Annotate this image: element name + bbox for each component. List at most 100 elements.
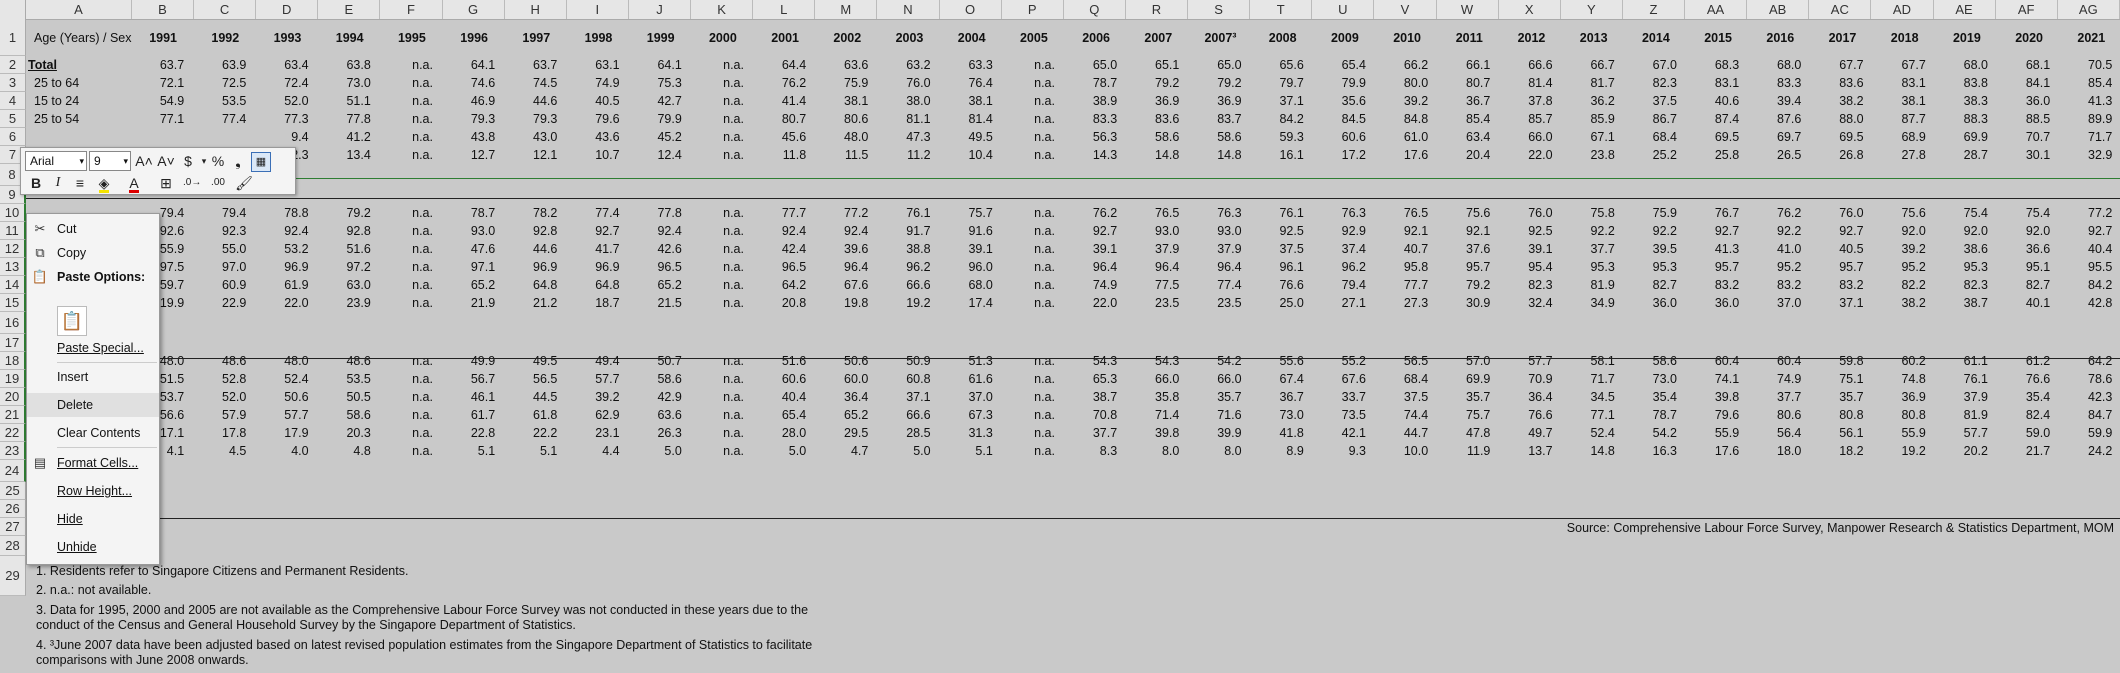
table-cell[interactable]: 17.6 xyxy=(1714,444,1740,458)
table-cell[interactable]: 51.5 xyxy=(159,372,185,386)
table-cell[interactable]: 71.4 xyxy=(1155,408,1180,422)
table-cell[interactable]: 82.2 xyxy=(1901,278,1926,292)
table-cell[interactable]: n.a. xyxy=(1034,296,1055,310)
table-cell[interactable]: 22.0 xyxy=(284,296,309,310)
table-cell[interactable]: 53.2 xyxy=(284,242,309,256)
table-cell[interactable]: 49.4 xyxy=(595,354,620,368)
table-cell[interactable]: 81.4 xyxy=(1528,76,1553,90)
table-cell[interactable]: 71.7 xyxy=(2088,130,2113,144)
table-cell[interactable]: 85.4 xyxy=(2088,76,2113,90)
table-cell[interactable]: 37.6 xyxy=(1466,242,1491,256)
year-header-cell[interactable]: 2010 xyxy=(1393,30,1421,45)
table-cell[interactable]: 79.4 xyxy=(159,206,185,220)
column-header-ad[interactable]: AD xyxy=(1871,0,1934,19)
table-cell[interactable]: 63.9 xyxy=(222,58,247,72)
table-cell[interactable]: 48.6 xyxy=(346,354,371,368)
table-cell[interactable]: 92.7 xyxy=(595,224,620,238)
table-cell[interactable]: 92.2 xyxy=(1652,224,1677,238)
table-cell[interactable]: 91.6 xyxy=(968,224,993,238)
table-cell[interactable]: 14.3 xyxy=(1092,148,1118,162)
font-size-box[interactable]: 9 ▾ xyxy=(89,151,131,171)
year-header-cell[interactable]: 2012 xyxy=(1517,30,1546,45)
table-cell[interactable]: 74.9 xyxy=(1777,372,1802,386)
table-cell[interactable]: 37.5 xyxy=(1403,390,1429,404)
table-cell[interactable]: 39.1 xyxy=(968,242,993,256)
table-cell[interactable]: 84.2 xyxy=(2088,278,2113,292)
table-cell[interactable]: 57.9 xyxy=(222,408,247,422)
table-cell[interactable]: 67.7 xyxy=(1839,58,1864,72)
table-cell[interactable]: n.a. xyxy=(723,76,744,90)
table-cell[interactable]: 92.5 xyxy=(1279,224,1304,238)
year-header-cell[interactable]: 2001 xyxy=(771,30,799,45)
table-cell[interactable]: 58.1 xyxy=(1590,354,1615,368)
table-cell[interactable]: 27.8 xyxy=(1901,148,1926,162)
table-cell[interactable]: 77.4 xyxy=(595,206,620,220)
table-cell[interactable]: 16.3 xyxy=(1652,444,1677,458)
table-cell[interactable]: 60.9 xyxy=(222,278,247,292)
table-cell[interactable]: 74.9 xyxy=(1092,278,1118,292)
table-cell[interactable]: 95.7 xyxy=(1466,260,1491,274)
table-cell[interactable]: 41.0 xyxy=(1777,242,1802,256)
table-cell[interactable]: 95.3 xyxy=(1590,260,1615,274)
menu-item-row-height[interactable]: Row Height... xyxy=(27,479,159,503)
table-cell[interactable]: 70.7 xyxy=(2025,130,2051,144)
table-cell[interactable]: 19.8 xyxy=(844,296,869,310)
table-cell[interactable]: 77.7 xyxy=(781,206,807,220)
table-cell[interactable]: 16.1 xyxy=(1279,148,1304,162)
table-cell[interactable]: 38.2 xyxy=(1839,94,1864,108)
table-cell[interactable]: 79.9 xyxy=(1341,76,1366,90)
column-header-b[interactable]: B xyxy=(132,0,194,19)
table-cell[interactable]: n.a. xyxy=(723,372,744,386)
table-cell[interactable]: 47.3 xyxy=(906,130,931,144)
table-cell[interactable]: 37.1 xyxy=(1839,296,1864,310)
table-cell[interactable]: 37.9 xyxy=(1155,242,1180,256)
table-cell[interactable]: 76.0 xyxy=(906,76,931,90)
table-cell[interactable]: 37.4 xyxy=(1341,242,1366,256)
table-cell[interactable]: 40.4 xyxy=(781,390,807,404)
row-header[interactable]: 26 xyxy=(0,500,26,518)
table-cell[interactable]: 96.2 xyxy=(906,260,931,274)
column-header-v[interactable]: V xyxy=(1374,0,1437,19)
column-header-m[interactable]: M xyxy=(815,0,878,19)
table-cell[interactable]: 38.7 xyxy=(1092,390,1118,404)
table-cell[interactable]: 50.9 xyxy=(906,354,931,368)
table-cell[interactable]: 74.6 xyxy=(470,76,496,90)
table-cell[interactable]: 50.6 xyxy=(284,390,309,404)
table-cell[interactable]: 87.6 xyxy=(1777,112,1802,126)
table-cell[interactable]: n.a. xyxy=(1034,58,1055,72)
table-cell[interactable]: n.a. xyxy=(412,296,433,310)
table-cell[interactable]: 66.0 xyxy=(1217,372,1242,386)
year-header-cell[interactable]: 2021 xyxy=(2077,30,2106,45)
table-cell[interactable]: 73.0 xyxy=(346,76,371,90)
table-cell[interactable]: 61.9 xyxy=(284,278,309,292)
table-cell[interactable]: 54.3 xyxy=(1092,354,1118,368)
table-cell[interactable]: 69.9 xyxy=(1466,372,1491,386)
row-header[interactable]: 25 xyxy=(0,482,26,500)
table-cell[interactable]: 10.7 xyxy=(595,148,620,162)
table-cell[interactable]: 75.7 xyxy=(968,206,993,220)
table-cell[interactable]: 11.9 xyxy=(1466,444,1491,458)
table-cell[interactable]: 37.9 xyxy=(1963,390,1988,404)
table-cell[interactable]: 95.7 xyxy=(1714,260,1740,274)
table-cell[interactable]: 66.0 xyxy=(1155,372,1180,386)
table-cell[interactable]: 22.0 xyxy=(1528,148,1553,162)
table-cell[interactable]: 95.3 xyxy=(1652,260,1677,274)
table-cell[interactable]: 36.9 xyxy=(1217,94,1242,108)
table-cell[interactable]: 65.4 xyxy=(781,408,807,422)
table-cell[interactable]: 96.9 xyxy=(533,260,558,274)
table-cell[interactable]: 83.3 xyxy=(1092,112,1118,126)
table-cell[interactable]: 89.9 xyxy=(2088,112,2113,126)
table-cell[interactable]: 75.9 xyxy=(1652,206,1677,220)
row-header[interactable]: 15 xyxy=(0,294,26,312)
table-cell[interactable]: 66.6 xyxy=(906,278,931,292)
table-cell[interactable]: n.a. xyxy=(412,426,433,440)
table-cell[interactable]: 22.2 xyxy=(533,426,558,440)
table-cell[interactable]: 76.5 xyxy=(1403,206,1429,220)
table-cell[interactable]: 37.1 xyxy=(906,390,931,404)
table-cell[interactable]: 46.1 xyxy=(470,390,496,404)
table-cell[interactable]: 36.0 xyxy=(2025,94,2051,108)
table-cell[interactable]: 74.8 xyxy=(1901,372,1926,386)
table-cell[interactable]: 51.6 xyxy=(781,354,807,368)
column-header-g[interactable]: G xyxy=(443,0,505,19)
table-cell[interactable]: 36.0 xyxy=(1714,296,1740,310)
